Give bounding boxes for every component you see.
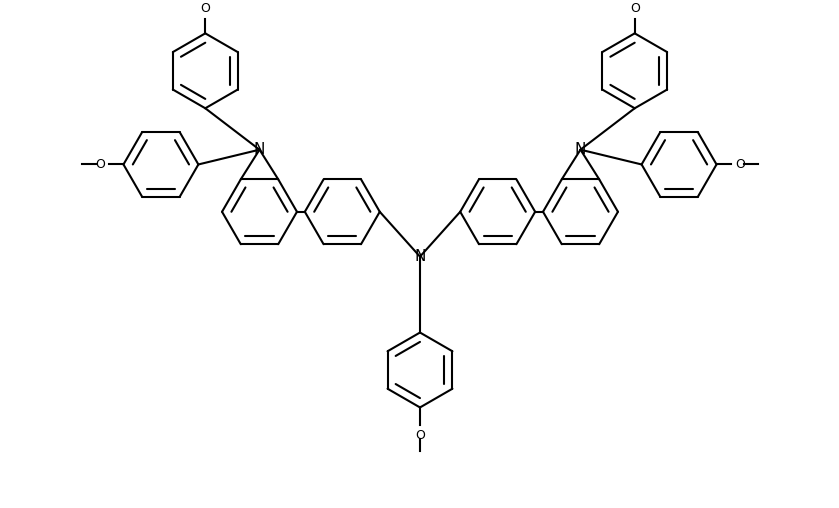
Text: O: O (95, 158, 105, 171)
Text: O: O (630, 2, 639, 15)
Text: O: O (201, 2, 211, 15)
Text: N: N (414, 249, 425, 264)
Text: O: O (415, 429, 425, 442)
Text: N: N (254, 142, 265, 157)
Text: O: O (735, 158, 745, 171)
Text: N: N (575, 142, 586, 157)
